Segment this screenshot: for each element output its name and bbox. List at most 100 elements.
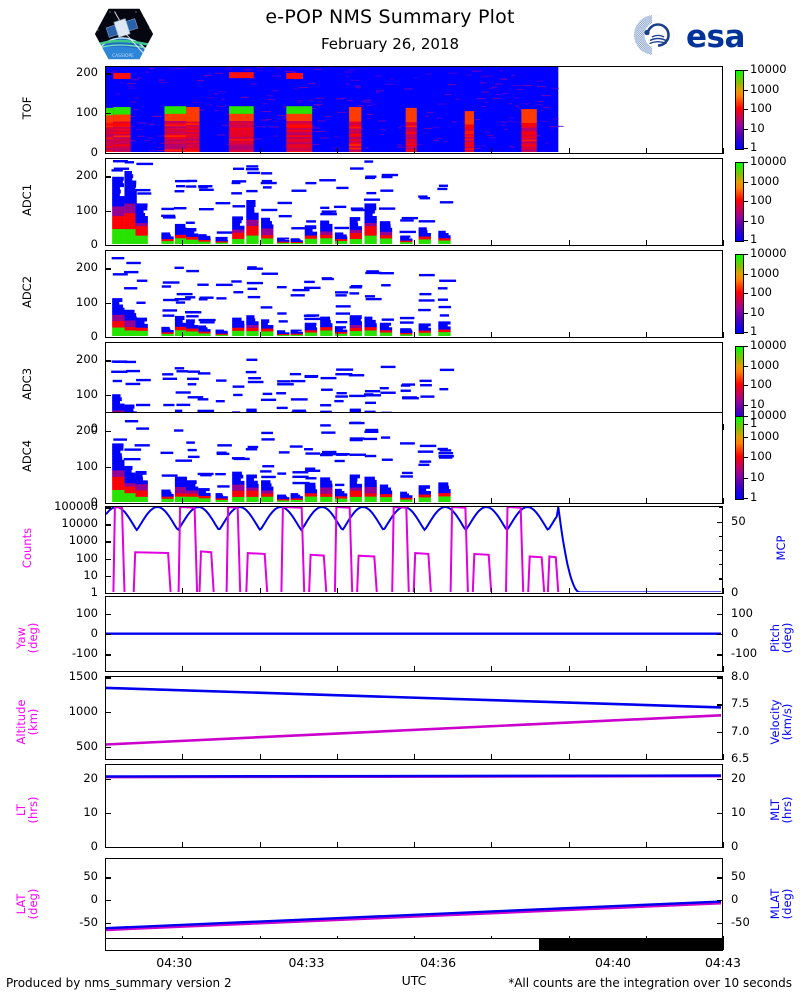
colorbar-tick-label: 1 <box>750 232 757 246</box>
adc-ytick: 200 <box>45 423 98 437</box>
colorbar-tick-label: 10000 <box>750 62 787 76</box>
altitude-ytick: 500 <box>45 739 98 753</box>
y-tick-mark <box>105 211 111 212</box>
y-tick-mark <box>105 677 111 678</box>
ytick: 20 <box>45 771 98 785</box>
colorbar-tick-label: 100 <box>750 449 772 463</box>
x-tick-mark <box>723 424 724 430</box>
colorbar-tick-label: 1000 <box>750 358 779 372</box>
x-tick-mark <box>182 240 183 246</box>
x-tick-mark <box>260 842 261 848</box>
colorbar-tick-label: 100 <box>750 377 772 391</box>
y-tick-mark-right <box>717 923 723 924</box>
x-tick-mark <box>569 754 570 760</box>
tof-ytick-100: 100 <box>45 105 98 119</box>
x-tick-mark <box>260 588 261 594</box>
lat-mlat-panel-traces <box>106 859 721 940</box>
mcp-minor-tick <box>719 578 723 579</box>
ytick: 0 <box>45 839 98 853</box>
adc1-panel <box>105 158 723 246</box>
counts-ytick: 100 <box>45 551 98 565</box>
x-tick-mark <box>723 148 724 154</box>
x-tick-mark <box>337 148 338 154</box>
x-tick-mark <box>723 842 724 848</box>
x-tick-mark <box>491 754 492 760</box>
colorbar-tick <box>743 90 748 91</box>
page-title: e-POP NMS Summary Plot <box>150 6 630 28</box>
day-night-bar <box>105 938 723 951</box>
colorbar-tick-label: 100 <box>750 285 772 299</box>
y-tick-mark <box>105 813 111 814</box>
y-tick-mark-right <box>717 732 723 733</box>
colorbar-tick-label: 10000 <box>750 338 787 352</box>
y-tick-mark-right <box>717 877 723 878</box>
x-tick-label: 04:43 <box>689 955 757 970</box>
y-tick-mark <box>105 467 111 468</box>
counts-ytick: 1000 <box>45 533 98 547</box>
x-tick-mark <box>105 666 106 672</box>
x-tick-mark <box>105 754 106 760</box>
y-tick-mark-right <box>717 779 723 780</box>
y-tick-mark <box>105 360 111 361</box>
colorbar-1 <box>735 162 744 242</box>
colorbar-tick <box>743 346 748 347</box>
x-tick-mark <box>182 666 183 672</box>
colorbar-tick <box>743 129 748 130</box>
x-tick-mark <box>105 498 106 504</box>
counts-ytick: 1 <box>45 585 98 599</box>
colorbar-2 <box>735 254 744 334</box>
x-tick-mark <box>182 332 183 338</box>
lt-mlt-panel <box>105 764 723 848</box>
y-tick-mark-right <box>717 900 723 901</box>
tof-heatmap <box>106 67 721 152</box>
colorbar-tick <box>743 478 748 479</box>
y-tick-mark <box>105 176 111 177</box>
colorbar-tick <box>743 70 748 71</box>
x-tick-mark <box>182 148 183 154</box>
x-tick-mark <box>105 588 106 594</box>
tof-ytick-200: 200 <box>45 65 98 79</box>
page-subtitle: February 26, 2018 <box>150 35 630 53</box>
ytick: -50 <box>45 915 98 929</box>
x-tick-mark <box>569 148 570 154</box>
x-tick-mark <box>337 240 338 246</box>
tof-panel <box>105 66 723 154</box>
adc-ytick: 200 <box>45 260 98 274</box>
ytick: 50 <box>45 869 98 883</box>
x-tick-mark <box>491 240 492 246</box>
y-tick-mark <box>105 395 111 396</box>
colorbar-tick-label: 1000 <box>750 82 779 96</box>
adc-ytick: 200 <box>45 352 98 366</box>
x-tick-mark <box>646 148 647 154</box>
colorbar-tick <box>743 182 748 183</box>
footer-left-text: Produced by nms_summary version 2 <box>6 976 232 990</box>
x-tick-mark <box>105 240 106 246</box>
x-tick-mark <box>414 588 415 594</box>
y-tick-mark <box>105 654 111 655</box>
lat-mlat-panel <box>105 858 723 942</box>
y-tick-mark-right <box>717 677 723 678</box>
x-tick-mark <box>569 240 570 246</box>
colorbar-tick <box>743 162 748 163</box>
colorbar-tick <box>743 240 748 241</box>
y-tick-mark <box>105 576 111 577</box>
x-tick-mark <box>723 332 724 338</box>
altitude-ytick: 1000 <box>45 704 98 718</box>
x-tick-mark <box>491 842 492 848</box>
colorbar-tick <box>743 148 748 149</box>
y-tick-mark-right <box>717 614 723 615</box>
altitude-velocity-panel <box>105 676 723 760</box>
colorbar-tick <box>743 498 748 499</box>
y-tick-mark <box>105 541 111 542</box>
x-tick-mark <box>337 666 338 672</box>
counts-mcp-panel <box>105 506 723 594</box>
adc-ytick: 0 <box>45 237 98 251</box>
colorbar-tick <box>743 366 748 367</box>
y-tick-mark <box>105 113 111 114</box>
lt-mlt-panel-traces <box>106 765 721 846</box>
adc-ytick: 100 <box>45 387 98 401</box>
y-tick-mark <box>105 614 111 615</box>
x-tick-mark <box>260 240 261 246</box>
colorbar-tick <box>743 313 748 314</box>
tof-ytick-0: 0 <box>45 145 98 159</box>
